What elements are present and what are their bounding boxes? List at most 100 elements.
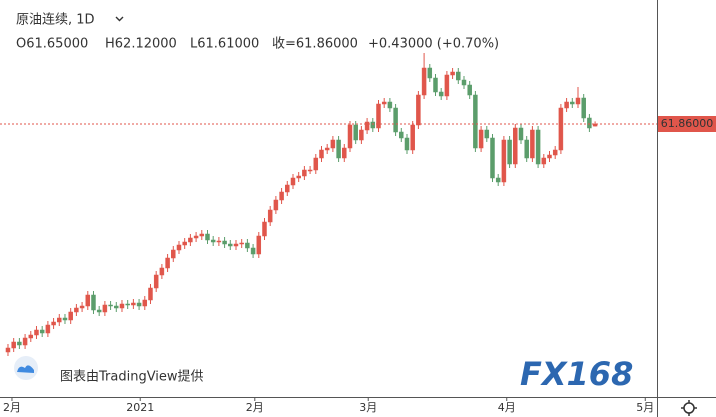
candle-body	[250, 247, 256, 255]
candle-body	[34, 329, 39, 336]
candle-body	[535, 129, 541, 165]
candle-body	[222, 240, 227, 245]
candle-body	[501, 139, 507, 183]
candle-body	[165, 257, 170, 269]
candle-body	[524, 139, 529, 159]
candle-body	[541, 157, 547, 165]
legend-value: 收=61.86000	[272, 37, 358, 52]
candle-body	[57, 317, 62, 323]
settings-icon[interactable]	[681, 400, 697, 416]
candle-body	[290, 177, 296, 186]
candle-body	[307, 169, 313, 172]
candle-body	[210, 239, 216, 243]
candle-body	[319, 149, 324, 159]
candle-body	[518, 127, 524, 141]
candle-body	[336, 139, 341, 159]
candle-body	[233, 243, 239, 247]
candle-body	[564, 101, 569, 109]
candle-body	[393, 107, 398, 133]
candle-body	[188, 237, 193, 243]
candle-body	[262, 221, 267, 237]
legend-value: O61.65000	[16, 37, 88, 52]
candle-body	[324, 147, 330, 151]
candle-body	[342, 147, 347, 159]
candle-body	[159, 267, 165, 276]
candle-body	[239, 242, 244, 245]
candle-body	[28, 334, 34, 339]
logo-cloud	[17, 365, 34, 373]
x-tick-label: 2月	[246, 401, 264, 414]
candle-body	[171, 249, 176, 259]
x-tick-label: 2月	[3, 401, 21, 414]
candle-body	[478, 129, 484, 149]
candle-body	[330, 139, 336, 149]
candle-body	[296, 175, 301, 179]
legend-value: L61.61000	[190, 37, 259, 52]
legend-value: +0.43000 (+0.70%)	[368, 37, 499, 52]
last-price-box	[658, 116, 716, 132]
candle-body	[5, 347, 11, 353]
candle-body	[108, 304, 113, 307]
candle-body	[444, 74, 450, 97]
candle-body	[285, 184, 290, 193]
candle-body	[387, 101, 393, 109]
candle-body	[142, 299, 148, 307]
candles	[5, 53, 598, 356]
chevron[interactable]	[115, 16, 124, 22]
candle-body	[153, 274, 159, 289]
candle-body	[513, 127, 518, 165]
candle-body	[359, 129, 364, 141]
candle-body	[376, 103, 381, 129]
candle-body	[558, 107, 564, 151]
candle-body	[22, 337, 28, 346]
candle-body	[347, 124, 353, 149]
candle-body	[39, 329, 45, 334]
candle-body	[199, 233, 205, 237]
candle-body	[119, 303, 125, 309]
candle-body	[102, 304, 108, 313]
candle-body	[484, 129, 490, 139]
candle-body	[587, 117, 592, 129]
candle-body	[467, 84, 472, 96]
candle-body	[131, 302, 136, 306]
candle-body	[381, 101, 387, 105]
candle-body	[273, 199, 279, 211]
candle-body	[456, 71, 461, 81]
candle-body	[490, 137, 495, 179]
candle-body	[581, 97, 586, 119]
candle-body	[461, 79, 467, 86]
candle-body	[74, 307, 79, 313]
candle-body	[245, 242, 250, 249]
candle-body	[256, 235, 262, 255]
candle-body	[11, 341, 16, 349]
candle-body	[433, 77, 438, 93]
candle-body	[45, 324, 51, 334]
x-tick-label: 5月	[636, 401, 654, 414]
candle-body	[507, 139, 512, 165]
candle-body	[547, 154, 552, 159]
candle-body	[176, 244, 182, 251]
candle-body	[62, 317, 68, 321]
candle-body	[410, 124, 415, 151]
candle-body	[136, 302, 142, 307]
x-tick-label: 4月	[498, 401, 516, 414]
fx168-logo: FX168	[520, 355, 633, 393]
candle-body	[530, 129, 535, 159]
gear-teeth[interactable]	[681, 400, 697, 416]
candle-body	[427, 67, 433, 79]
gear[interactable]	[683, 402, 695, 414]
candle-body	[228, 243, 233, 247]
last-price-label: 61.86000	[661, 117, 714, 130]
candle-body	[216, 240, 222, 243]
candle-body	[96, 309, 102, 313]
candle-body	[267, 209, 273, 223]
candle-body	[570, 101, 575, 105]
candle-body	[302, 169, 307, 177]
candle-body	[182, 241, 187, 246]
candle-body	[279, 191, 284, 201]
candle-body	[592, 123, 598, 127]
candle-body	[313, 157, 319, 171]
candle-body	[125, 303, 130, 306]
watermark: 图表由TradingView提供	[60, 369, 204, 385]
